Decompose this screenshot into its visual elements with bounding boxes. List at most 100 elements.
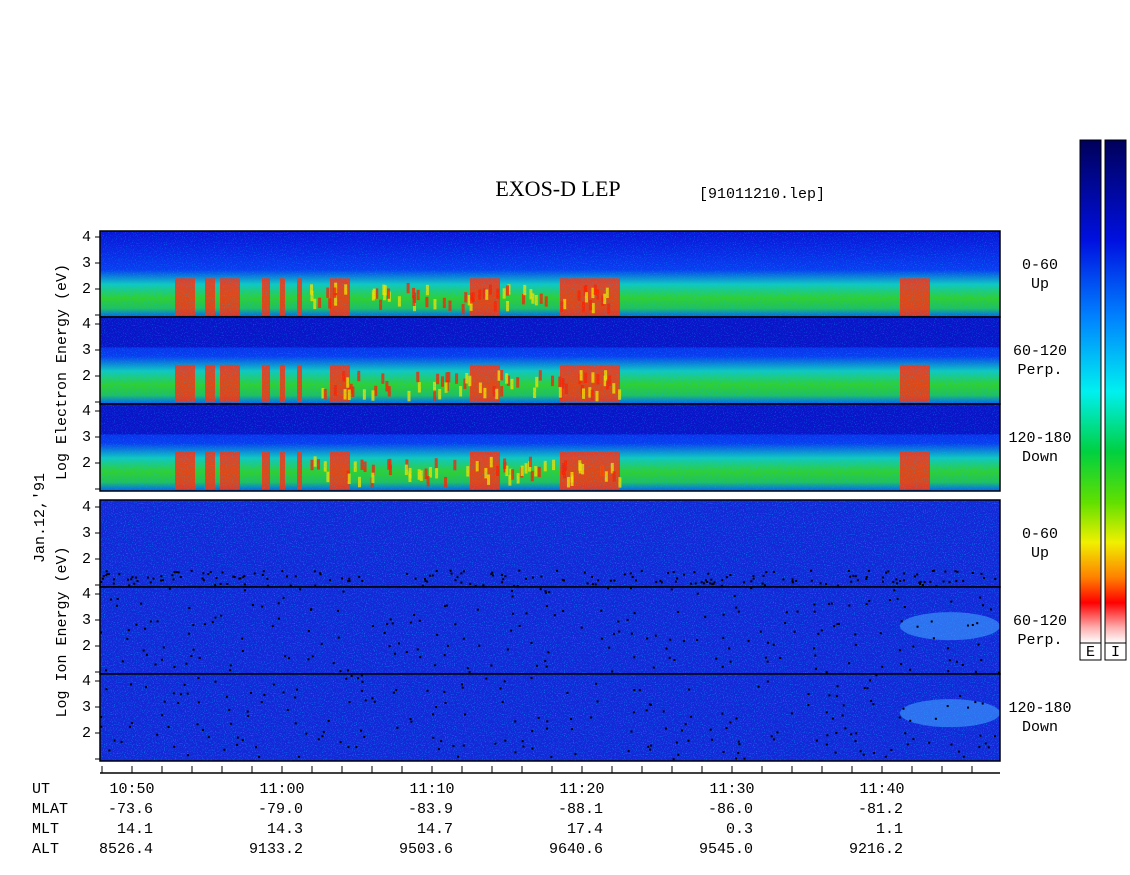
speck xyxy=(979,734,982,737)
speck xyxy=(544,590,547,593)
speck xyxy=(416,648,419,651)
speck xyxy=(421,584,424,587)
speck xyxy=(750,580,753,583)
speck xyxy=(371,697,374,700)
row-value: 14.7 xyxy=(417,821,453,838)
speck xyxy=(842,704,845,707)
speck xyxy=(982,604,985,607)
speck xyxy=(647,745,650,748)
speck xyxy=(464,713,467,716)
speck xyxy=(501,700,504,703)
speck xyxy=(640,570,643,573)
speck xyxy=(501,581,504,584)
speck xyxy=(419,656,422,659)
speck xyxy=(241,637,244,640)
speck xyxy=(281,570,284,573)
colorbar xyxy=(1079,139,1102,644)
speck xyxy=(127,629,130,632)
speck xyxy=(737,610,740,613)
speck xyxy=(545,605,548,608)
speck xyxy=(432,736,435,739)
speck xyxy=(835,695,838,698)
speck xyxy=(149,620,152,623)
spectrogram-panel xyxy=(99,230,1001,318)
speck xyxy=(735,757,738,760)
speck xyxy=(294,722,297,725)
speck xyxy=(130,722,133,725)
y-tick-label: 3 xyxy=(82,699,91,716)
y-tick-label: 2 xyxy=(82,725,91,742)
speck xyxy=(299,588,302,591)
speck xyxy=(272,683,275,686)
speck xyxy=(197,701,200,704)
speck xyxy=(336,609,339,612)
speck xyxy=(396,726,399,729)
speck xyxy=(431,574,434,577)
speck xyxy=(130,683,133,686)
speck xyxy=(660,581,663,584)
speck xyxy=(530,677,533,680)
speck xyxy=(909,719,912,722)
speck xyxy=(185,662,188,665)
speck xyxy=(725,576,728,579)
speck xyxy=(546,727,549,730)
speck xyxy=(690,582,693,585)
speck xyxy=(955,580,958,583)
speck xyxy=(220,614,223,617)
speck xyxy=(863,687,866,690)
y-tick-label: 4 xyxy=(82,586,91,603)
speck xyxy=(225,695,228,698)
speck xyxy=(675,741,678,744)
pitch-label: 0-60 xyxy=(1022,526,1058,543)
speck xyxy=(836,584,839,587)
speck xyxy=(314,584,317,587)
speck xyxy=(655,580,658,583)
speck xyxy=(186,692,189,695)
speck xyxy=(690,715,693,718)
speck xyxy=(931,569,934,572)
speck xyxy=(562,610,565,613)
speck xyxy=(214,680,217,683)
speck xyxy=(537,716,540,719)
direction-label: Up xyxy=(1031,545,1049,562)
speck xyxy=(296,688,299,691)
speck xyxy=(971,623,974,626)
speck xyxy=(229,669,232,672)
speck xyxy=(837,622,840,625)
speck xyxy=(348,701,351,704)
speck xyxy=(847,569,850,572)
speck xyxy=(859,750,862,753)
speck xyxy=(118,573,121,576)
speck xyxy=(813,647,816,650)
speck xyxy=(899,580,902,583)
speck xyxy=(357,677,360,680)
speck xyxy=(848,604,851,607)
speck xyxy=(128,725,131,728)
speck xyxy=(770,735,773,738)
speck xyxy=(298,755,301,758)
speck xyxy=(993,735,996,738)
speck xyxy=(108,749,111,752)
speck xyxy=(866,687,869,690)
speck xyxy=(942,580,945,583)
speck xyxy=(929,580,932,583)
speck xyxy=(903,572,906,575)
speck xyxy=(262,570,265,573)
speck xyxy=(113,578,116,581)
speck xyxy=(553,614,556,617)
speck xyxy=(743,757,746,760)
speck xyxy=(175,571,178,574)
speck xyxy=(510,589,513,592)
speck xyxy=(440,740,443,743)
speck xyxy=(563,579,566,582)
speck xyxy=(144,686,147,689)
direction-label: Down xyxy=(1022,449,1058,466)
speck xyxy=(282,596,285,599)
speck xyxy=(848,662,851,665)
speck xyxy=(762,574,765,577)
speck xyxy=(729,574,732,577)
speck xyxy=(160,575,163,578)
speck xyxy=(113,739,116,742)
speck xyxy=(608,646,611,649)
speck xyxy=(258,755,261,758)
